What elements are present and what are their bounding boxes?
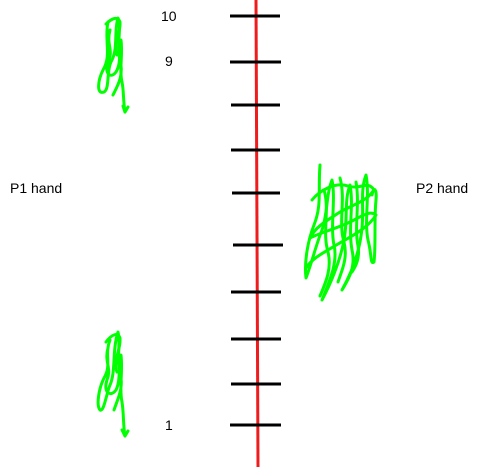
number-label-1: 1: [165, 417, 173, 433]
number-label-9: 9: [165, 53, 173, 69]
number-label-10: 10: [161, 8, 177, 24]
track-ticks: [230, 14, 283, 427]
scribble-top-left-icon: [97, 16, 130, 114]
track-line: [254, 0, 260, 467]
scribble-right-icon: [304, 163, 378, 302]
p1-hand-label: P1 hand: [10, 180, 63, 196]
scribble-bottom-left-icon: [96, 330, 130, 438]
p2-hand-label: P2 hand: [416, 180, 469, 196]
